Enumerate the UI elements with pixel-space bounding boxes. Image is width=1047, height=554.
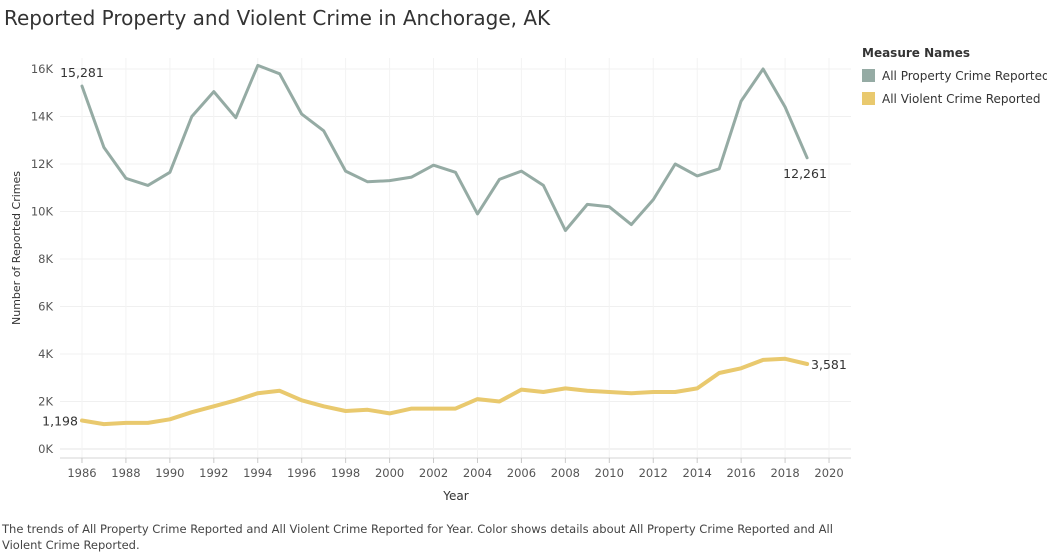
- chart-title: Reported Property and Violent Crime in A…: [4, 6, 551, 30]
- legend-item-violent[interactable]: All Violent Crime Reported: [862, 87, 1047, 110]
- series-line-violent: [80, 356, 810, 427]
- x-tick-label: 2014: [683, 466, 712, 480]
- y-axis-label: Number of Reported Crimes: [10, 171, 23, 325]
- y-axis: 0K 2K 4K 6K 8K 10K 12K 14K 16K: [31, 62, 54, 456]
- x-tick-label: 2010: [595, 466, 624, 480]
- y-tick-label: 14K: [31, 110, 54, 124]
- y-tick-label: 0K: [38, 442, 53, 456]
- x-tick-label: 2000: [375, 466, 404, 480]
- series-lines: [80, 63, 810, 427]
- data-label: 12,261: [783, 166, 827, 181]
- chart-caption: The trends of All Property Crime Reporte…: [2, 522, 833, 552]
- gridlines: [60, 58, 851, 458]
- x-tick-label: 2012: [639, 466, 668, 480]
- x-tick-label: 2020: [814, 466, 843, 480]
- y-tick-label: 10K: [31, 205, 54, 219]
- x-tick-label: 1998: [331, 466, 360, 480]
- x-axis: 1986 1988 1990 1992 1994 1996 1998 2000 2002 2004…: [60, 457, 851, 480]
- data-labels: 15,281 12,261 1,198 3,581: [42, 65, 847, 428]
- x-tick-label: 2018: [770, 466, 799, 480]
- series-line-property: [80, 63, 809, 232]
- legend-label-property: All Property Crime Reported: [882, 68, 1047, 83]
- data-label: 1,198: [42, 414, 78, 429]
- legend-label-violent: All Violent Crime Reported: [882, 91, 1041, 106]
- x-tick-label: 2004: [463, 466, 492, 480]
- x-tick-label: 1990: [155, 466, 184, 480]
- legend-swatch-property: [862, 69, 875, 82]
- x-tick-label: 2006: [507, 466, 536, 480]
- x-tick-label: 1992: [199, 466, 228, 480]
- y-tick-label: 12K: [31, 157, 54, 171]
- y-tick-label: 8K: [38, 252, 53, 266]
- x-tick-label: 1996: [287, 466, 316, 480]
- data-label: 15,281: [60, 65, 104, 80]
- x-tick-label: 1994: [243, 466, 272, 480]
- legend-item-property[interactable]: All Property Crime Reported: [862, 64, 1047, 87]
- x-tick-label: 2008: [551, 466, 580, 480]
- legend-title: Measure Names: [862, 46, 971, 60]
- y-tick-label: 6K: [38, 300, 53, 314]
- legend: Measure Names All Property Crime Reporte…: [862, 46, 1047, 110]
- y-tick-label: 2K: [38, 395, 53, 409]
- x-axis-label: Year: [442, 489, 468, 503]
- y-tick-label: 4K: [38, 347, 53, 361]
- x-tick-label: 1988: [111, 466, 140, 480]
- x-tick-label: 2016: [726, 466, 755, 480]
- legend-swatch-violent: [862, 92, 875, 105]
- x-tick-label: 1986: [67, 466, 96, 480]
- y-tick-label: 16K: [31, 62, 54, 76]
- x-tick-label: 2002: [419, 466, 448, 480]
- data-label: 3,581: [811, 357, 847, 372]
